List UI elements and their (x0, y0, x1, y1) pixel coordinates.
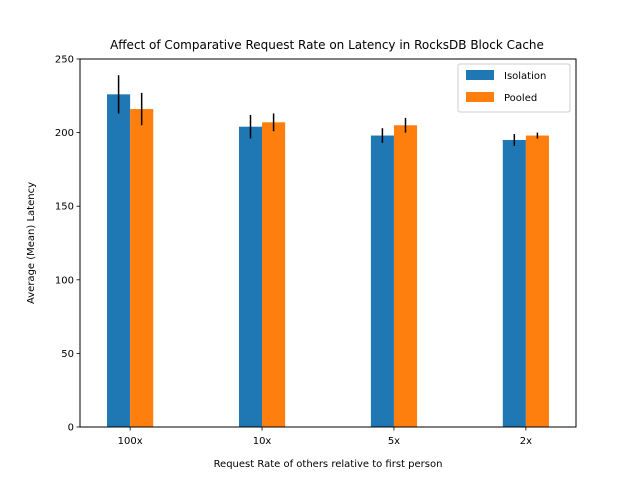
y-tick-label: 100 (55, 275, 74, 286)
legend-label-isolation: Isolation (504, 71, 546, 82)
bar-isolation-5x (370, 135, 394, 428)
bar-pooled-100x (130, 109, 154, 428)
y-tick-label: 150 (55, 202, 74, 213)
x-tick-label: 10x (253, 436, 272, 447)
error-bars-layer (117, 75, 539, 146)
plot-frame (79, 58, 577, 428)
chart-title: Affect of Comparative Request Rate on La… (110, 38, 544, 52)
x-axis-label: Request Rate of others relative to first… (214, 459, 443, 470)
x-tick-label: 2x (520, 436, 532, 447)
y-tick-label: 50 (61, 349, 74, 360)
y-tick-label: 200 (55, 128, 74, 139)
legend-swatch-isolation (466, 70, 494, 80)
bar-isolation-10x (238, 126, 263, 428)
bar-pooled-2x (525, 135, 549, 428)
x-tick-label: 5x (388, 436, 400, 447)
legend-swatch-pooled (466, 92, 494, 102)
y-axis-label: Average (Mean) Latency (26, 182, 37, 304)
y-tick-label: 0 (68, 423, 74, 434)
bar-isolation-2x (502, 139, 526, 427)
bars-layer (107, 94, 549, 428)
bar-pooled-10x (262, 122, 286, 428)
bar-pooled-5x (393, 125, 418, 428)
x-axis: 100x 10x 5x 2x (118, 427, 532, 447)
y-axis: 0 50 100 150 200 250 (55, 55, 80, 434)
bar-isolation-100x (107, 94, 131, 427)
legend: Isolation Pooled (457, 63, 571, 113)
x-tick-label: 100x (118, 436, 143, 447)
legend-label-pooled: Pooled (504, 93, 537, 104)
y-tick-label: 250 (55, 55, 74, 66)
